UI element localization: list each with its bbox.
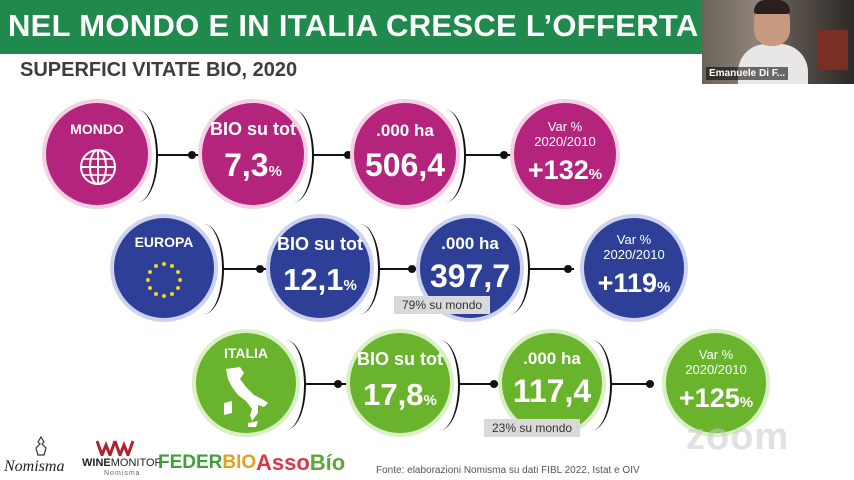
zoom-watermark: zoom <box>686 416 790 458</box>
variation-value: +119 <box>597 268 657 298</box>
winemonitor-logo: WINEMONITOR Nomisma <box>80 440 162 478</box>
italy-map-icon <box>224 367 268 427</box>
variation-circle-mondo: Var % 2020/2010 +132% <box>514 103 616 205</box>
nomisma-emblem-icon <box>35 436 47 456</box>
variation-value: +132 <box>527 155 589 185</box>
assobio-logo: AssoBío <box>256 450 346 475</box>
region-label: MONDO <box>70 121 124 137</box>
variation-circle-europa: Var % 2020/2010 +119% <box>584 218 684 318</box>
bio-share-value: 12,1 <box>283 262 344 297</box>
source-note: Fonte: elaborazioni Nomisma su dati FIBL… <box>376 465 640 476</box>
federbio-logo: FEDERBIO <box>158 452 257 473</box>
bio-share-value: 7,3 <box>224 147 269 183</box>
bookshelf <box>818 30 848 70</box>
slide-subtitle: SUPERFICI VITATE BIO, 2020 <box>20 59 298 81</box>
globe-icon <box>80 149 116 185</box>
share-of-world-note: 23% su mondo <box>484 419 581 437</box>
bio-share-value: 17,8 <box>363 377 424 412</box>
eu-stars-icon <box>146 262 182 298</box>
share-of-world-note: 79% su mondo <box>394 296 491 314</box>
winemonitor-mark-icon <box>96 440 134 456</box>
variation-circle-italia: Var % 2020/2010 +125% <box>666 333 766 433</box>
participant-name-label: Emanuele Di F... <box>706 67 789 80</box>
nomisma-logo: Nomisma <box>4 436 76 480</box>
variation-value: +125 <box>678 383 740 413</box>
participant-video-tile[interactable]: Emanuele Di F... <box>702 0 854 84</box>
